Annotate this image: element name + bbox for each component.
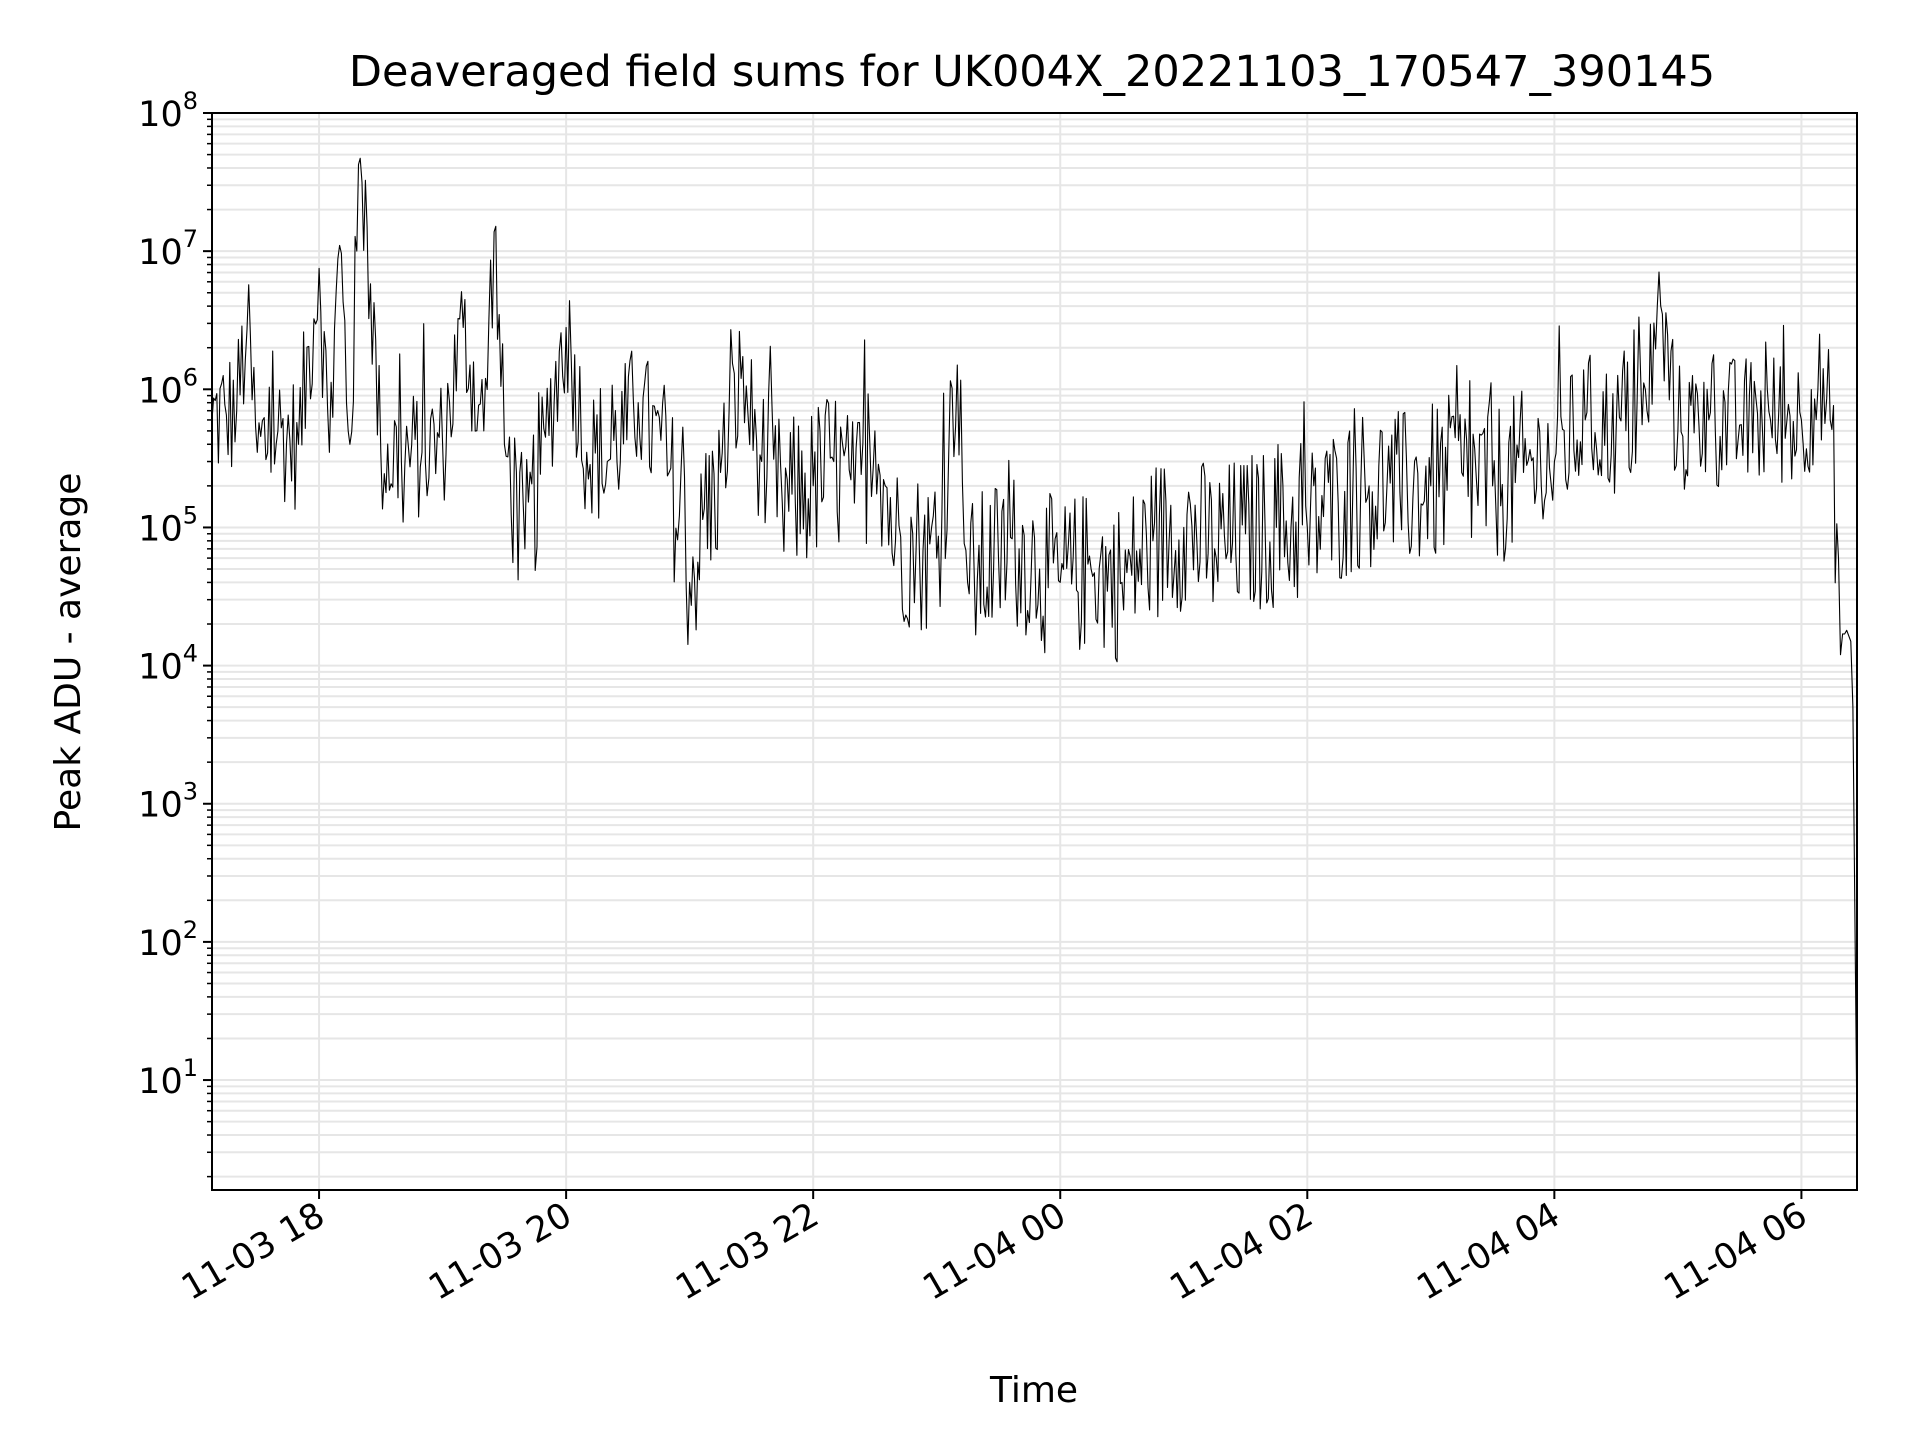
y-tick-label: 103 xyxy=(138,778,198,826)
y-tick-label: 105 xyxy=(138,501,198,549)
y-axis-label: Peak ADU - average xyxy=(48,473,89,832)
y-tick-label: 104 xyxy=(138,640,198,688)
series-line xyxy=(211,157,1858,1136)
plot-area-frame xyxy=(211,112,1858,1191)
series-layer xyxy=(211,157,1858,1136)
x-axis-label: Time xyxy=(989,1370,1078,1411)
y-tick-label: 101 xyxy=(138,1054,198,1102)
y-tick-label: 108 xyxy=(138,87,198,135)
y-tick-label: 107 xyxy=(138,225,198,273)
chart-title: Deaveraged field sums for UK004X_2022110… xyxy=(349,47,1715,97)
y-tick-label: 106 xyxy=(138,363,198,411)
y-tick-label: 102 xyxy=(138,916,198,964)
